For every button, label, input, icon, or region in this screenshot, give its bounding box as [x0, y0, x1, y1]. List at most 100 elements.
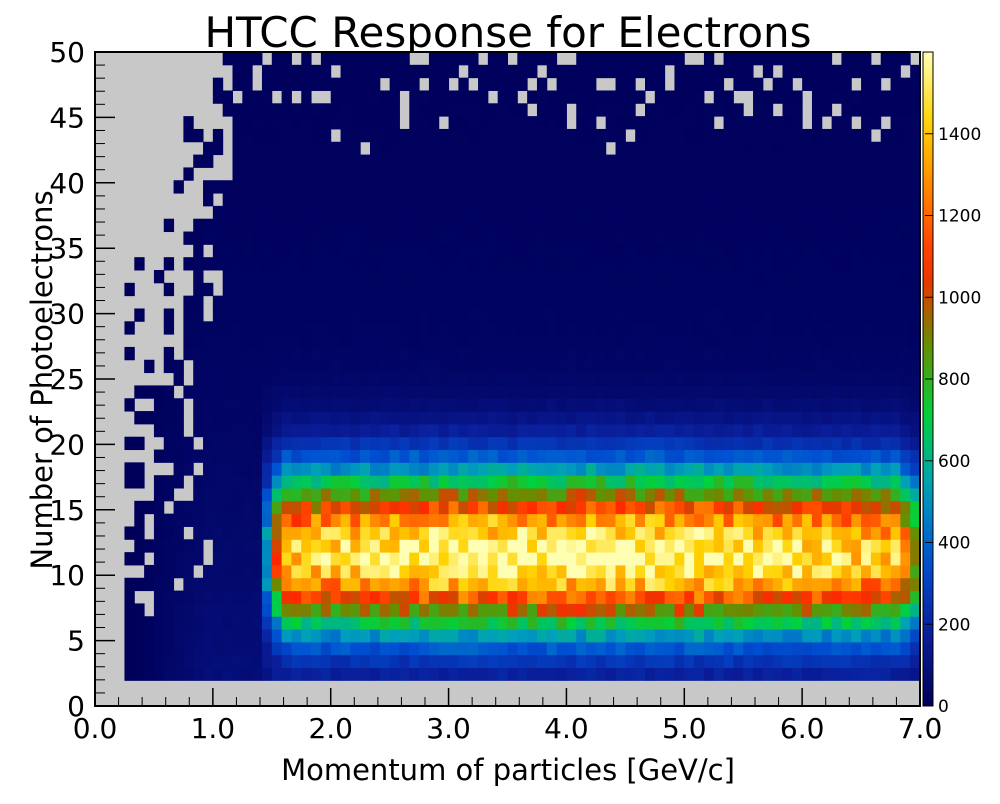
heatmap-bin	[556, 526, 567, 540]
heatmap-bin	[625, 321, 636, 335]
heatmap-bin	[419, 257, 430, 271]
heatmap-bin	[527, 167, 538, 181]
heatmap-bin	[723, 334, 734, 348]
heatmap-bin	[880, 603, 892, 617]
heatmap-bin	[586, 526, 597, 540]
heatmap-bin	[870, 154, 882, 168]
heatmap-bin	[890, 231, 901, 245]
heatmap-bin	[409, 257, 420, 271]
heatmap-bin	[252, 270, 263, 284]
heatmap-bin	[291, 423, 302, 438]
heatmap-bin	[615, 77, 626, 91]
heatmap-bin	[487, 346, 499, 361]
heatmap-bin	[870, 423, 882, 438]
heatmap-bin	[330, 205, 342, 220]
heatmap-bin	[124, 590, 135, 604]
heatmap-bin	[232, 488, 243, 502]
heatmap-bin	[684, 295, 695, 309]
heatmap-bin	[880, 526, 892, 540]
heatmap-bin	[674, 667, 685, 681]
heatmap-bin	[733, 552, 744, 566]
heatmap-bin	[694, 321, 705, 335]
heatmap-bin	[458, 141, 469, 156]
heatmap-bin	[173, 436, 184, 451]
heatmap-bin	[301, 218, 312, 233]
heatmap-bin	[556, 552, 567, 566]
heatmap-bin	[694, 539, 705, 553]
heatmap-bin	[703, 270, 715, 284]
heatmap-bin	[261, 257, 273, 271]
heatmap-bin	[281, 116, 292, 130]
heatmap-bin	[468, 52, 479, 66]
heatmap-bin	[478, 552, 489, 566]
heatmap-bin	[458, 167, 469, 181]
heatmap-bin	[870, 244, 882, 258]
heatmap-bin	[733, 52, 744, 66]
heatmap-bin	[242, 398, 253, 412]
heatmap-bin	[782, 103, 793, 117]
heatmap-bin	[546, 475, 558, 489]
heatmap-bin	[203, 282, 214, 297]
heatmap-bin	[468, 334, 479, 348]
heatmap-bin	[615, 193, 626, 207]
heatmap-bin	[625, 64, 636, 79]
heatmap-bin	[566, 180, 577, 194]
heatmap-bin	[232, 385, 243, 399]
heatmap-bin	[153, 641, 165, 656]
heatmap-bin	[713, 193, 725, 207]
heatmap-bin	[811, 257, 823, 271]
heatmap-bin	[615, 270, 626, 284]
heatmap-bin	[458, 616, 469, 630]
heatmap-bin	[399, 423, 410, 438]
heatmap-bin	[625, 103, 636, 117]
heatmap-bin	[890, 436, 901, 451]
heatmap-bin	[753, 423, 764, 438]
heatmap-bin	[232, 564, 243, 579]
heatmap-bin	[399, 436, 410, 451]
heatmap-bin	[762, 295, 774, 309]
heatmap-bin	[360, 90, 371, 104]
heatmap-bin	[694, 282, 705, 297]
heatmap-bin	[350, 513, 361, 527]
heatmap-bin	[536, 552, 548, 566]
heatmap-bin	[635, 308, 646, 322]
heatmap-bin	[409, 449, 420, 463]
heatmap-bin	[320, 257, 332, 271]
heatmap-bin	[900, 205, 911, 220]
heatmap-bin	[527, 564, 538, 579]
heatmap-bin	[320, 193, 332, 207]
heatmap-bin	[841, 616, 852, 630]
heatmap-bin	[713, 552, 725, 566]
heatmap-bin	[654, 167, 666, 181]
heatmap-bin	[664, 539, 675, 553]
heatmap-bin	[350, 385, 361, 399]
heatmap-bin	[536, 359, 548, 374]
heatmap-bin	[546, 539, 558, 553]
heatmap-bin	[694, 218, 705, 233]
heatmap-bin	[733, 436, 744, 451]
heatmap-bin	[291, 180, 302, 194]
heatmap-bin	[203, 180, 214, 194]
heatmap-bin	[497, 334, 508, 348]
heatmap-bin	[261, 436, 273, 451]
heatmap-bin	[772, 411, 783, 425]
heatmap-bin	[605, 462, 617, 476]
heatmap-bin	[870, 372, 882, 386]
heatmap-bin	[811, 321, 823, 335]
heatmap-bin	[880, 577, 892, 592]
heatmap-bin	[203, 436, 214, 451]
heatmap-bin	[536, 218, 548, 233]
heatmap-bin	[438, 167, 450, 181]
heatmap-bin	[517, 334, 528, 348]
heatmap-bin	[428, 577, 440, 592]
heatmap-bin	[615, 629, 626, 643]
heatmap-bin	[389, 141, 400, 156]
heatmap-bin	[173, 590, 184, 604]
heatmap-bin	[271, 590, 283, 604]
heatmap-bin	[772, 346, 783, 361]
heatmap-bin	[635, 603, 646, 617]
heatmap-bin	[330, 103, 342, 117]
heatmap-bin	[762, 64, 774, 79]
heatmap-bin	[212, 552, 224, 566]
heatmap-bin	[291, 205, 302, 220]
